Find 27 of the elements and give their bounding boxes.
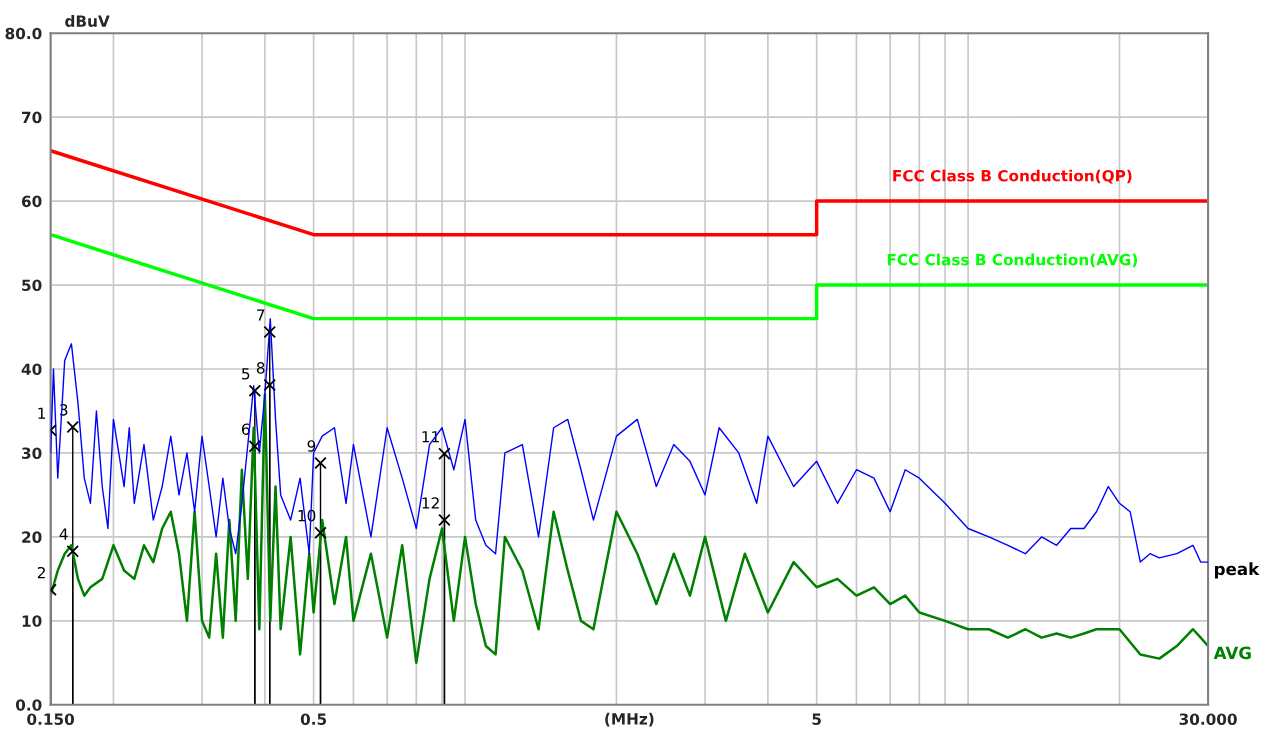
annotation: 12 [422,497,439,509]
annotation: 7 [257,309,265,321]
annotation: 1 [38,407,46,419]
annotation: 9 [307,440,316,452]
x-tick-label: 30.000 [1179,713,1237,725]
y-tick-label: 60 [21,195,42,208]
x-tick-label: 5 [812,713,821,725]
x-tick-label: 0.5 [300,713,327,725]
y-tick-label: 50 [22,279,42,292]
y-tick-label: 10 [22,615,42,627]
y-tick-label: 70 [22,111,42,124]
x-axis-title: (MHz) [605,712,654,727]
series-label: FCC Class B Conduction(AVG) [887,253,1137,268]
annotation: 5 [242,368,250,380]
y-tick-label: 30 [22,447,42,459]
annotation: 8 [256,362,265,374]
y-axis-title: dBuV [65,15,110,27]
series-label: peak [1215,562,1260,579]
y-tick-label: 20 [22,531,42,543]
y-tick-label: 0.0 [15,699,42,711]
y-tick-label: 80.0 [5,27,42,40]
x-tick-label: 0.150 [27,713,75,725]
annotation: 2 [37,566,45,579]
series-label: AVG [1213,646,1251,660]
annotation: 4 [59,528,68,540]
series-label: FCC Class B Conduction(QP) [893,169,1132,184]
y-tick-label: 40 [21,363,42,376]
